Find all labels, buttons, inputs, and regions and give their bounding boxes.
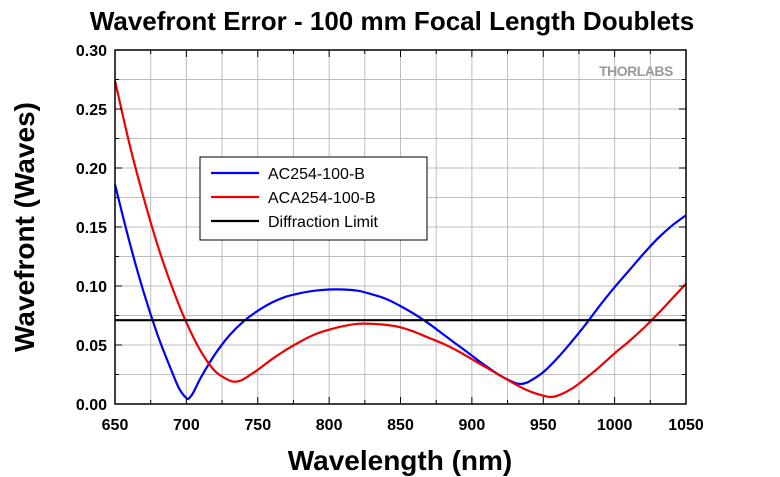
legend: AC254-100-B ACA254-100-B Diffraction Limit <box>199 156 428 241</box>
x-tick-label: 700 <box>173 417 200 434</box>
series-line-1 <box>113 80 687 399</box>
x-tick-label: 1050 <box>668 417 704 434</box>
y-tick-label: 0.20 <box>76 161 107 178</box>
y-axis-title: Wavefront (Waves) <box>9 102 40 352</box>
x-tick-label: 750 <box>244 417 271 434</box>
x-tick-label: 1000 <box>597 417 633 434</box>
series-layer <box>113 80 687 401</box>
x-tick-label: 950 <box>530 417 557 434</box>
x-tick-label: 900 <box>459 417 486 434</box>
legend-label: ACA254-100-B <box>268 190 376 207</box>
y-tick-label: 0.00 <box>76 397 107 414</box>
y-tick-label: 0.15 <box>76 220 107 237</box>
legend-label: Diffraction Limit <box>268 214 379 231</box>
grid <box>115 50 686 404</box>
y-tick-label: 0.30 <box>76 43 107 60</box>
legend-label: AC254-100-B <box>268 166 365 183</box>
legend-box <box>199 156 428 241</box>
x-tick-label: 850 <box>387 417 414 434</box>
y-tick-label: 0.05 <box>76 338 107 355</box>
y-tick-labels: 0.00 0.05 0.10 0.15 0.20 0.25 0.30 <box>76 43 107 414</box>
watermark-logo: THORLABS <box>599 63 673 79</box>
chart-title: Wavefront Error - 100 mm Focal Length Do… <box>90 6 694 36</box>
x-axis-title: Wavelength (nm) <box>288 445 513 476</box>
y-tick-label: 0.10 <box>76 279 107 296</box>
y-tick-label: 0.25 <box>76 102 107 119</box>
series-line-0 <box>113 184 687 401</box>
x-tick-label: 650 <box>102 417 129 434</box>
x-tick-label: 800 <box>316 417 343 434</box>
x-tick-labels: 650 700 750 800 850 900 950 1000 1050 <box>102 417 704 434</box>
ticks <box>114 49 687 405</box>
